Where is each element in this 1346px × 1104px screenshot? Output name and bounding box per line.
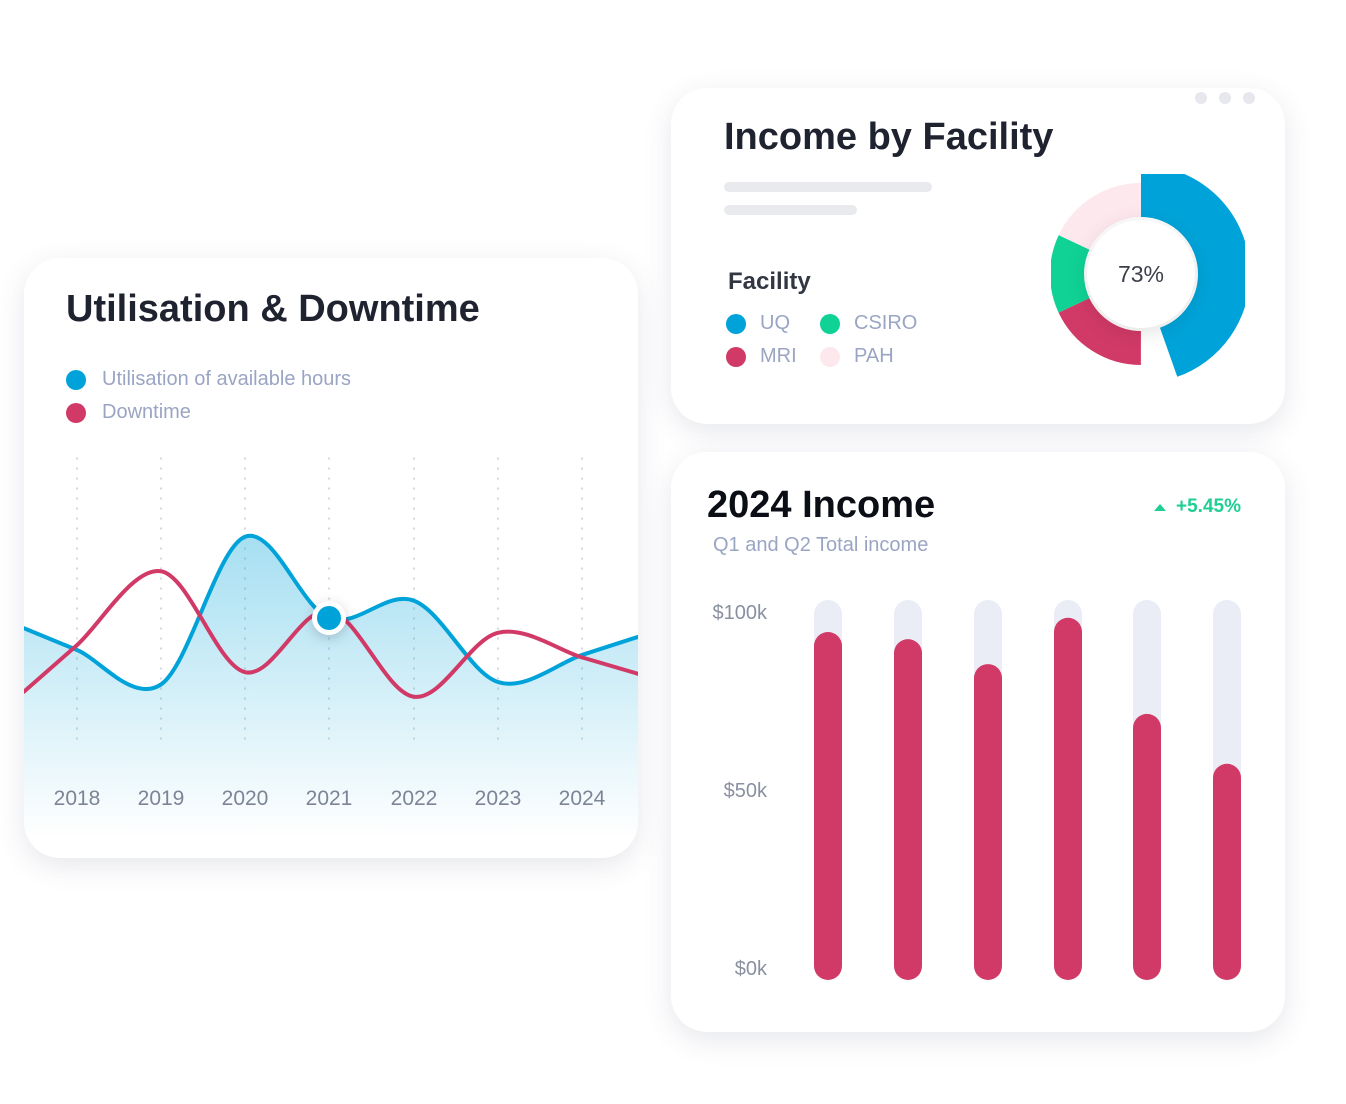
placeholder-line	[724, 182, 932, 192]
legend-item-mri: MRI	[726, 345, 797, 368]
donut-slice-pah[interactable]	[1051, 183, 1232, 365]
x-tick-label: 2021	[306, 787, 353, 810]
income-bar[interactable]	[974, 664, 1002, 980]
utilisation-line-chart: 2018 2019 2020 2021 2022 2023 2024	[24, 457, 638, 838]
x-tick-label: 2019	[138, 787, 185, 810]
income-bar[interactable]	[1213, 763, 1241, 980]
facility-legend-title: Facility	[728, 268, 811, 295]
pah-legend-label: PAH	[854, 345, 894, 367]
legend-item-utilisation: Utilisation of available hours	[66, 368, 351, 391]
csiro-legend-dot	[820, 313, 840, 334]
highlight-point[interactable]	[317, 606, 341, 630]
x-tick-label: 2020	[222, 787, 269, 810]
more-options-icon[interactable]	[1195, 92, 1255, 104]
income-change-badge: +5.45%	[1154, 496, 1241, 518]
placeholder-line	[724, 205, 857, 215]
mri-legend-dot	[726, 346, 746, 367]
y-tick-label: $0k	[735, 958, 768, 980]
utilisation-legend-label: Utilisation of available hours	[102, 368, 352, 390]
facility-card: Income by Facility Facility UQ CSIRO MRI…	[671, 88, 1285, 424]
facility-title: Income by Facility	[724, 116, 1054, 158]
facility-donut-chart: 73%	[1051, 174, 1245, 378]
legend-item-csiro: CSIRO	[820, 312, 917, 335]
x-tick-label: 2018	[54, 787, 101, 810]
pah-legend-dot	[820, 346, 840, 367]
income-card: $0k $50k $100k 2024 Income Q1 and Q2 Total…	[671, 452, 1285, 1032]
legend-item-pah: PAH	[820, 345, 894, 368]
income-bar[interactable]	[1133, 713, 1161, 980]
income-title: 2024 Income	[707, 484, 936, 526]
downtime-legend-label: Downtime	[102, 401, 191, 423]
donut-slice-csiro[interactable]	[1051, 183, 1232, 365]
mri-legend-label: MRI	[760, 345, 797, 367]
donut-center-label: 73%	[1118, 261, 1164, 287]
x-tick-label: 2024	[559, 787, 606, 810]
uq-legend-dot	[726, 313, 746, 334]
income-change-value: +5.45%	[1176, 496, 1241, 517]
downtime-legend-dot	[66, 402, 86, 423]
donut-center	[1087, 220, 1195, 328]
utilisation-legend-dot	[66, 369, 86, 390]
income-subtitle: Q1 and Q2 Total income	[713, 534, 929, 556]
y-tick-label: $50k	[724, 780, 768, 802]
uq-legend-label: UQ	[760, 312, 790, 334]
trend-up-icon	[1154, 503, 1167, 511]
csiro-legend-label: CSIRO	[854, 312, 918, 334]
income-bar[interactable]	[894, 639, 922, 980]
utilisation-area	[24, 535, 638, 838]
income-bar[interactable]	[814, 632, 842, 980]
legend-item-downtime: Downtime	[66, 401, 191, 424]
utilisation-title: Utilisation & Downtime	[66, 288, 480, 330]
x-tick-label: 2022	[391, 787, 438, 810]
income-bar-chart: $0k $50k $100k	[713, 600, 1241, 980]
x-tick-label: 2023	[475, 787, 522, 810]
income-bar[interactable]	[1054, 617, 1082, 980]
y-tick-label: $100k	[713, 602, 768, 624]
utilisation-card: Utilisation & Downtime Utilisation of av…	[24, 258, 638, 858]
legend-item-uq: UQ	[726, 312, 790, 335]
